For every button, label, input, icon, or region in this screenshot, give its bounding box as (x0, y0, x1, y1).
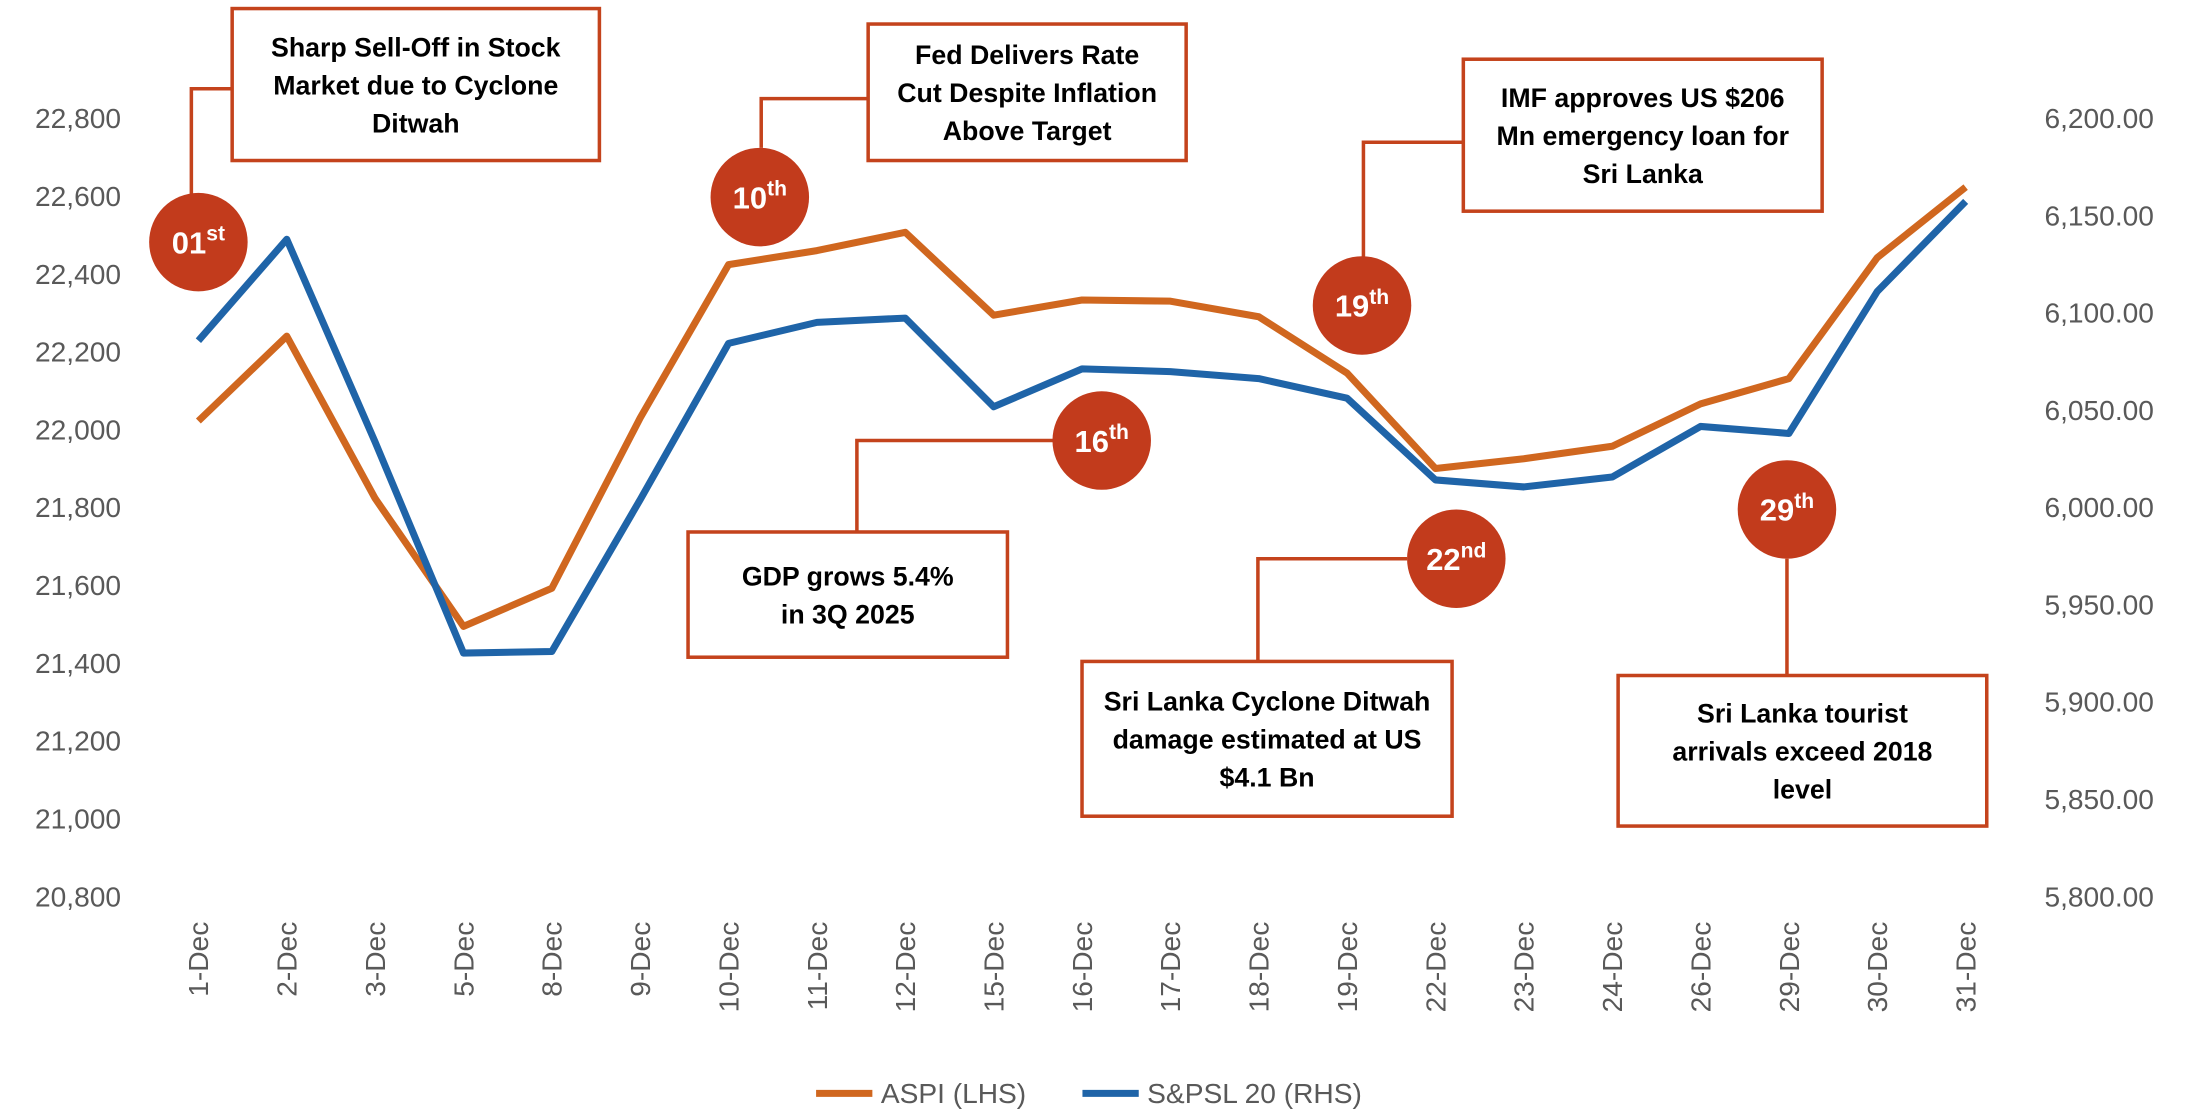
annotation-text: damage estimated at US (1113, 725, 1422, 755)
annotation-text: Sri Lanka tourist (1697, 699, 1908, 729)
x-tick-label: 12-Dec (890, 922, 921, 1013)
y2-tick-label: 6,200.00 (2044, 103, 2153, 134)
x-tick-label: 30-Dec (1862, 922, 1893, 1013)
annotation-text: $4.1 Bn (1220, 763, 1315, 793)
x-tick-label: 26-Dec (1685, 922, 1716, 1013)
annotation-text: Ditwah (372, 108, 460, 138)
connector (759, 96, 869, 148)
badge-suffix: th (767, 178, 787, 201)
annotation-box (1080, 659, 1454, 818)
x-tick-label: 23-Dec (1509, 922, 1540, 1013)
annotation-box (1461, 57, 1824, 213)
x-tick-label: 22-Dec (1420, 922, 1451, 1013)
annotation-text: Sri Lanka Cyclone Ditwah (1104, 687, 1431, 717)
y2-tick-label: 6,100.00 (2044, 298, 2153, 329)
connector (1256, 556, 1408, 662)
y-tick-label: 21,400 (35, 648, 121, 679)
badge-text: 22nd (1426, 539, 1486, 577)
x-tick-label: 29-Dec (1774, 922, 1805, 1013)
badge-text: 29th (1760, 490, 1814, 528)
x-tick-label: 10-Dec (713, 922, 744, 1013)
series-line (195, 198, 1969, 657)
annotation-text: Above Target (943, 116, 1112, 146)
y-tick-label: 21,800 (35, 492, 121, 523)
annotation-box (1616, 673, 1989, 828)
y-tick-label: 22,000 (35, 414, 121, 445)
annotation-text: Sri Lanka (1583, 159, 1704, 189)
badge-text: 19th (1335, 286, 1389, 324)
annotation-box (866, 22, 1188, 163)
connector (1361, 140, 1464, 258)
annotation-text: Mn emergency loan for (1496, 121, 1788, 151)
x-tick-label: 16-Dec (1067, 922, 1098, 1013)
x-tick-label: 3-Dec (360, 922, 391, 997)
date-badge (149, 192, 248, 292)
annotation-text: level (1773, 775, 1832, 805)
series-line (195, 184, 1968, 630)
annotation-text: Sharp Sell-Off in Stock (271, 32, 561, 62)
y-tick-label: 22,600 (35, 181, 121, 212)
badge-suffix: th (1794, 490, 1814, 513)
x-tick-label: 15-Dec (979, 922, 1010, 1013)
date-badge (1052, 391, 1151, 490)
x-tick-label: 31-Dec (1950, 922, 1981, 1013)
badge-text: 01st (172, 223, 225, 261)
y2-tick-label: 5,900.00 (2044, 687, 2153, 718)
annotation-text: in 3Q 2025 (781, 599, 915, 629)
legend-label: S&PSL 20 (RHS) (1147, 1078, 1362, 1109)
y-tick-label: 21,600 (35, 570, 121, 601)
badge-day: 16 (1075, 424, 1109, 459)
y-tick-label: 21,200 (35, 726, 121, 757)
annotation-text: Cut Despite Inflation (897, 78, 1157, 108)
x-tick-label: 11-Dec (802, 922, 833, 1011)
annotation-text: IMF approves US $206 (1501, 83, 1785, 113)
date-badge (1737, 460, 1837, 559)
legend-label: ASPI (LHS) (881, 1078, 1026, 1109)
badge-suffix: nd (1461, 539, 1487, 562)
date-badge (1407, 509, 1506, 608)
annotation-text: arrivals exceed 2018 (1672, 737, 1932, 767)
y2-tick-label: 5,850.00 (2044, 784, 2153, 815)
badge-day: 29 (1760, 493, 1794, 528)
badge-day: 19 (1335, 289, 1369, 324)
badge-day: 22 (1426, 542, 1460, 577)
x-tick-label: 5-Dec (448, 922, 479, 997)
x-tick-label: 18-Dec (1244, 922, 1275, 1013)
badge-suffix: st (206, 223, 225, 246)
y-tick-label: 20,800 (35, 881, 121, 912)
y-tick-label: 22,800 (35, 103, 121, 134)
y-tick-label: 22,200 (35, 337, 121, 368)
annotation-text: Market due to Cyclone (273, 70, 558, 100)
date-badge (710, 147, 810, 247)
y2-tick-label: 5,950.00 (2044, 589, 2153, 620)
x-tick-label: 19-Dec (1332, 922, 1363, 1013)
x-tick-label: 8-Dec (537, 922, 568, 997)
annotation-box (686, 530, 1010, 659)
connector (189, 87, 233, 198)
badge-day: 01 (172, 225, 206, 260)
x-tick-label: 2-Dec (272, 922, 303, 997)
x-tick-label: 1-Dec (183, 922, 214, 997)
annotation-text: Fed Delivers Rate (915, 40, 1139, 70)
y2-tick-label: 6,050.00 (2044, 395, 2153, 426)
badge-day: 10 (733, 180, 767, 215)
badge-text: 16th (1075, 421, 1129, 459)
y2-tick-label: 6,150.00 (2044, 200, 2153, 231)
y-tick-label: 21,000 (35, 803, 121, 834)
x-tick-label: 17-Dec (1155, 922, 1186, 1013)
x-tick-label: 24-Dec (1597, 922, 1628, 1013)
y2-tick-label: 5,800.00 (2044, 881, 2153, 912)
date-badge (1312, 256, 1412, 355)
annotation-box (230, 6, 602, 163)
x-tick-label: 9-Dec (625, 922, 656, 997)
connector (855, 438, 1054, 532)
badge-suffix: th (1109, 421, 1129, 444)
badge-suffix: th (1369, 286, 1389, 309)
annotation-text: GDP grows 5.4% (742, 561, 954, 591)
y-tick-label: 22,400 (35, 259, 121, 290)
y2-tick-label: 6,000.00 (2044, 492, 2153, 523)
badge-text: 10th (733, 178, 787, 216)
